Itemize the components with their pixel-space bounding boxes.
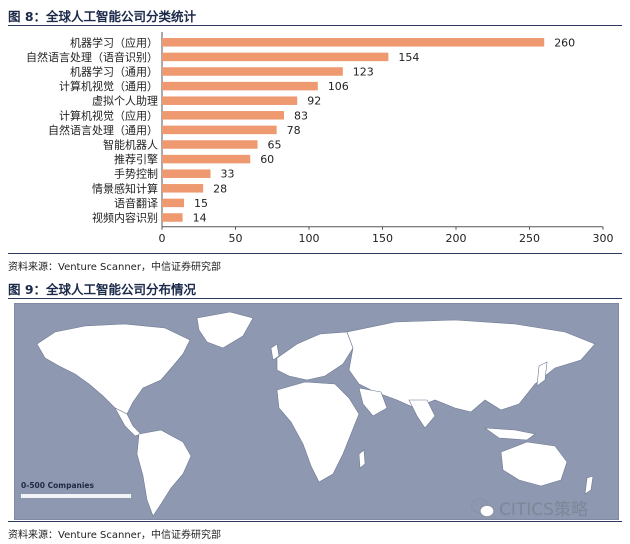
bar-chart: 机器学习（应用） 260 自然语言处理（语音识别） 154 机器学习（通用） 123 计算机… xyxy=(26,32,614,245)
data-label: 14 xyxy=(193,212,207,225)
north-america-shape xyxy=(36,323,191,415)
category-label: 自然语言处理（通用） xyxy=(48,123,158,137)
bar xyxy=(162,52,389,62)
title-rule xyxy=(8,298,622,299)
bar xyxy=(162,111,285,120)
new-zealand-shape xyxy=(584,475,594,495)
data-label: 154 xyxy=(398,51,419,64)
bar xyxy=(162,184,204,193)
source-rule xyxy=(8,253,622,254)
australia-shape xyxy=(500,441,568,487)
category-label: 机器学习（应用） xyxy=(70,35,158,49)
category-label: 计算机视觉（应用） xyxy=(59,108,158,122)
indonesia-shape xyxy=(483,427,536,441)
x-tick-label: 150 xyxy=(372,232,393,245)
bar xyxy=(162,125,277,135)
asia-shape xyxy=(346,319,596,413)
map-legend-swatch xyxy=(21,494,131,498)
data-label: 78 xyxy=(287,124,301,137)
data-label: 260 xyxy=(554,36,575,49)
data-label: 123 xyxy=(353,66,374,79)
x-tick-label: 100 xyxy=(299,232,320,245)
figure-8-title: 图 8：全球人工智能公司分类统计 xyxy=(8,9,197,24)
data-label: 83 xyxy=(294,109,308,122)
data-label: 15 xyxy=(194,197,208,210)
world-map: 0-500 Companies xyxy=(14,303,619,520)
category-label: 自然语言处理（语音识别） xyxy=(26,50,158,64)
india-shape xyxy=(408,399,436,429)
x-tick-label: 250 xyxy=(519,232,540,245)
source-rule xyxy=(8,521,622,522)
figure-9-source: 资料来源：Venture Scanner，中信证券研究部 xyxy=(8,530,221,541)
map-legend-label: 0-500 Companies xyxy=(21,481,94,490)
x-tick-label: 200 xyxy=(446,232,467,245)
bar xyxy=(162,96,298,105)
category-label: 语音翻译 xyxy=(114,196,158,210)
africa-shape xyxy=(276,381,360,483)
bar xyxy=(162,81,318,91)
category-label: 视频内容识别 xyxy=(92,211,158,225)
greenland-shape xyxy=(196,311,254,349)
wechat-icon xyxy=(470,497,495,517)
category-label: 计算机视觉（通用） xyxy=(59,79,158,93)
x-tick-label: 50 xyxy=(229,232,243,245)
data-label: 92 xyxy=(307,95,321,108)
watermark: CITICS策略 xyxy=(470,495,588,520)
category-label: 虚拟个人助理 xyxy=(92,94,158,108)
figure-9-title: 图 9：全球人工智能公司分布情况 xyxy=(8,282,197,297)
figure-8-source: 资料来源：Venture Scanner，中信证券研究部 xyxy=(8,262,221,273)
bar xyxy=(162,67,343,76)
madagascar-shape xyxy=(358,449,366,469)
data-label: 28 xyxy=(213,182,227,195)
category-label: 推荐引擎 xyxy=(114,152,158,166)
data-label: 106 xyxy=(328,80,349,93)
bar xyxy=(162,154,251,164)
category-label: 手势控制 xyxy=(114,167,158,181)
category-label: 智能机器人 xyxy=(103,138,158,152)
japan-shape xyxy=(536,361,548,387)
watermark-text: CITICS策略 xyxy=(499,500,588,520)
data-label: 60 xyxy=(260,153,274,166)
britain-shape xyxy=(270,343,280,361)
data-label: 33 xyxy=(221,168,235,181)
x-tick-label: 300 xyxy=(593,232,614,245)
bar xyxy=(162,169,211,178)
europe-shape xyxy=(276,331,354,381)
category-label: 情景感知计算 xyxy=(92,181,158,195)
data-label: 65 xyxy=(268,139,282,152)
title-rule xyxy=(8,25,622,26)
bar xyxy=(162,38,545,47)
x-tick-label: 0 xyxy=(159,232,166,245)
bar xyxy=(162,213,183,222)
arabia-shape xyxy=(358,387,388,417)
category-label: 机器学习（通用） xyxy=(70,65,158,79)
south-america-shape xyxy=(136,429,192,517)
bar xyxy=(162,198,185,208)
world-map-drawing xyxy=(36,311,596,517)
bar xyxy=(162,140,258,149)
